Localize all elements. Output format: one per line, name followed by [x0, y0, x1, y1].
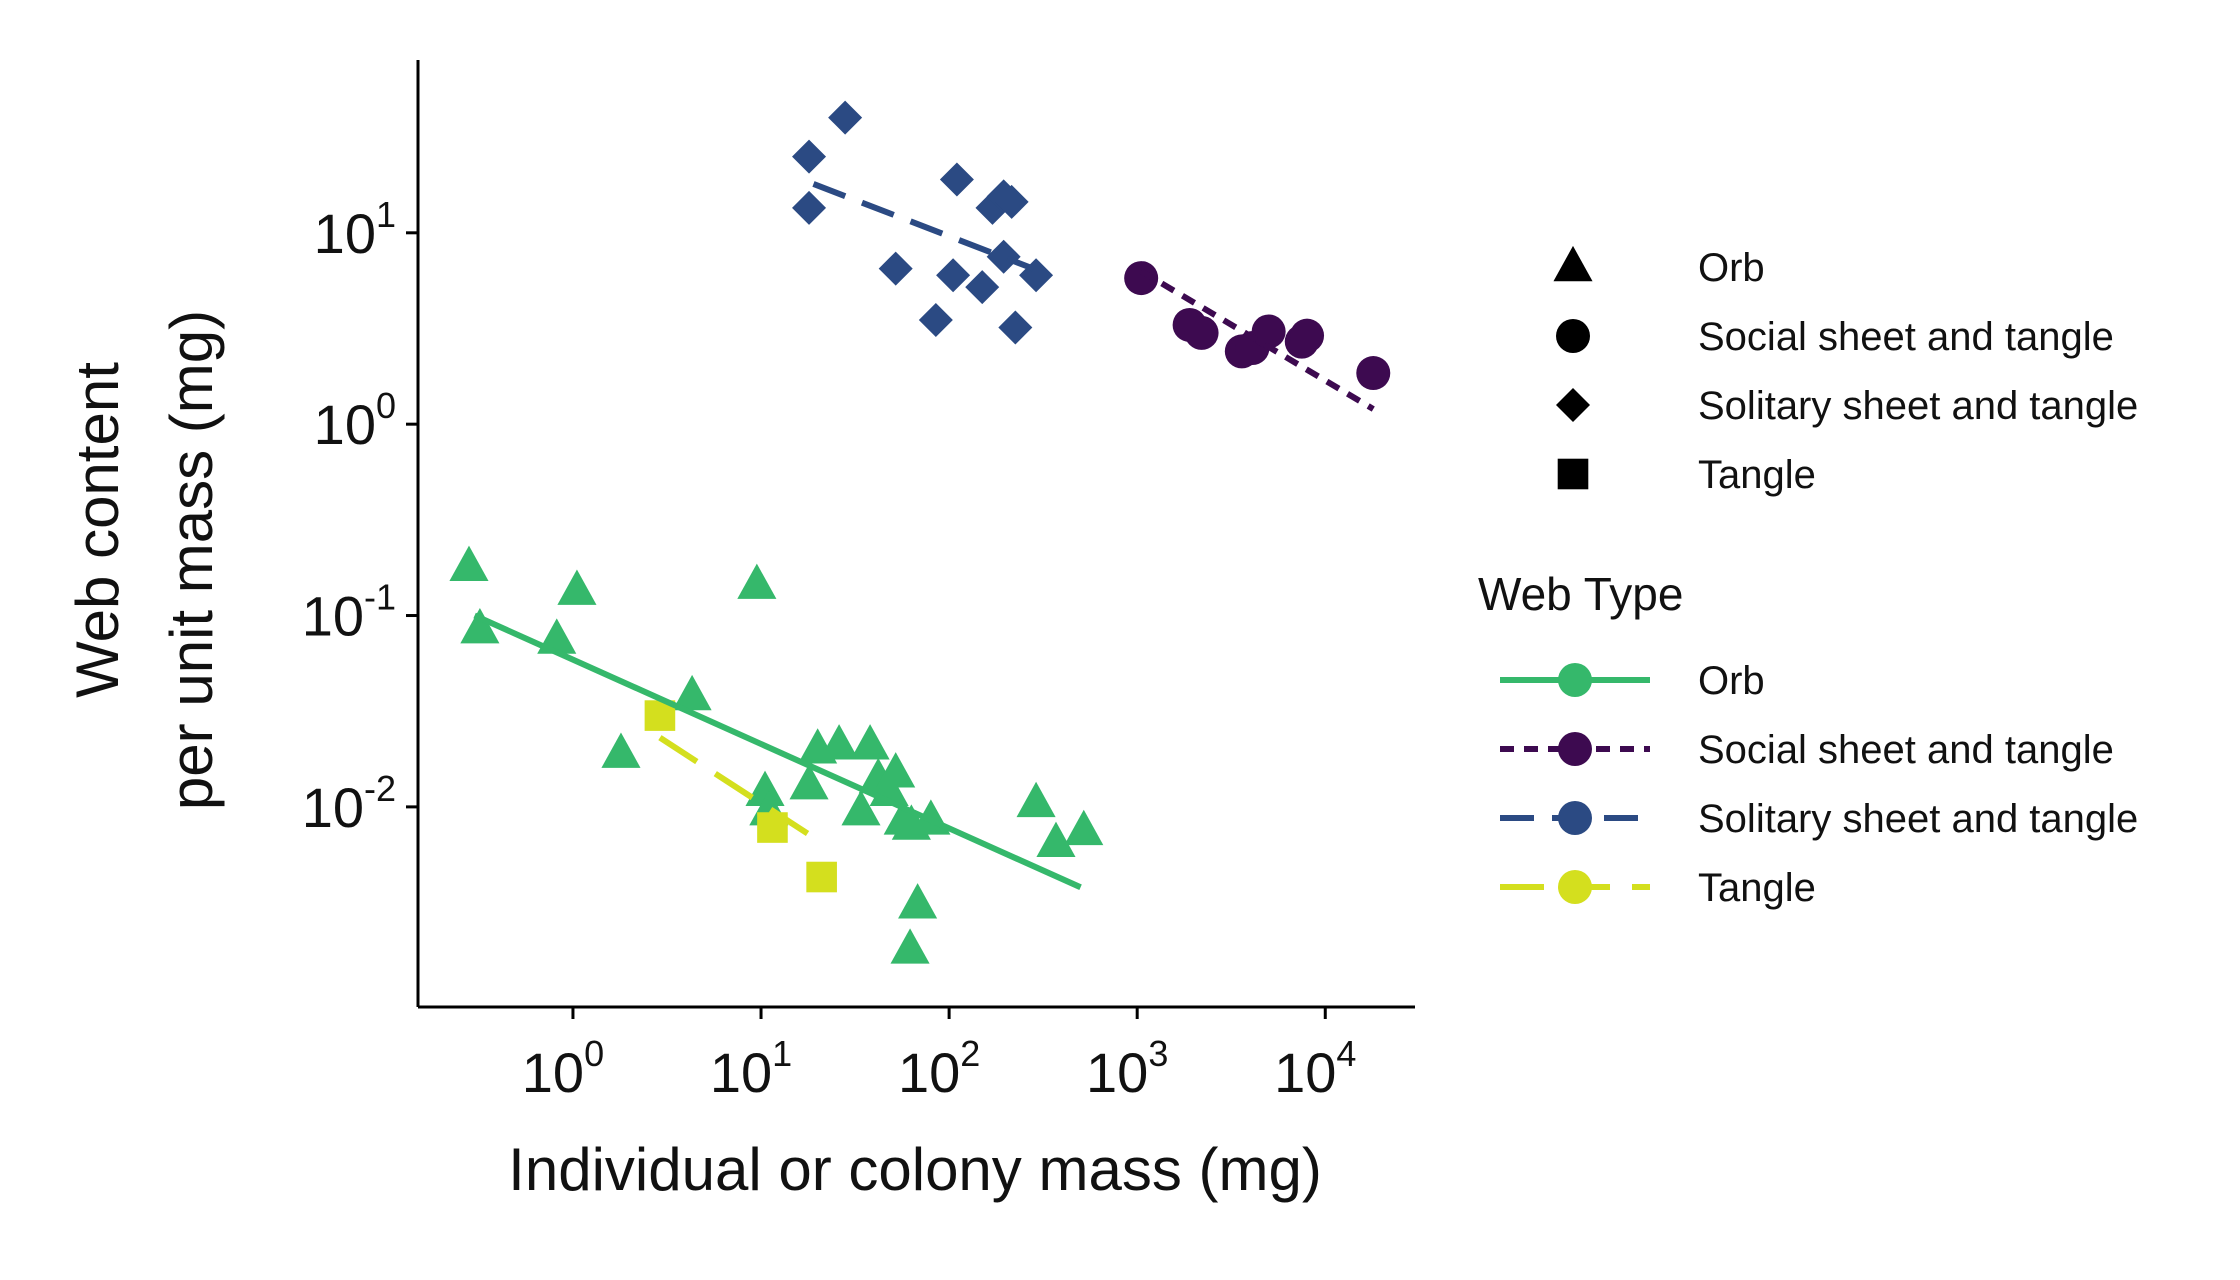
x-tick-label: 100 [522, 1033, 604, 1104]
y-tick-label: 10-1 [302, 577, 396, 648]
data-point-orb [672, 674, 712, 711]
x-axis-title: Individual or colony mass (mg) [508, 1136, 1322, 1203]
x-tick-label: 103 [1086, 1033, 1168, 1104]
data-point-orb [745, 770, 785, 807]
data-point-orb [898, 883, 938, 919]
data-point-solitary-sheet-and-tangle [965, 270, 1000, 305]
shape-legend-label: Solitary sheet and tangle [1698, 384, 2138, 428]
data-point-orb [1064, 809, 1104, 846]
shape-legend-key [1556, 319, 1590, 353]
data-point-orb [601, 732, 641, 768]
line-legend-key-dot [1558, 870, 1592, 904]
data-point-orb [819, 724, 859, 760]
data-point-solitary-sheet-and-tangle [828, 100, 863, 135]
data-point-social-sheet-and-tangle [1184, 315, 1219, 350]
line-legend-key-dot [1558, 732, 1592, 766]
line-legend-label: Orb [1698, 659, 1765, 703]
data-point-orb [1036, 821, 1076, 857]
y-axis-title-line-1: Web content [64, 362, 131, 698]
fit-line-orb [473, 612, 1082, 891]
data-point-orb [876, 752, 916, 788]
shape-legend-key [1553, 245, 1593, 282]
x-tick-label: 101 [710, 1033, 792, 1104]
data-point-solitary-sheet-and-tangle [792, 139, 827, 174]
y-axis-title: Web content per unit mass (mg) [64, 310, 225, 810]
shape-legend-key [1557, 458, 1589, 490]
data-point-social-sheet-and-tangle [1356, 356, 1391, 391]
data-point-solitary-sheet-and-tangle [792, 190, 827, 225]
data-point-orb [737, 563, 777, 599]
data-point-orb [789, 764, 829, 800]
y-tick-label: 100 [314, 385, 396, 456]
line-legend-key-dot [1558, 801, 1592, 835]
data-point-orb [449, 545, 489, 581]
data-point-social-sheet-and-tangle [1251, 314, 1286, 349]
data-point-orb [841, 790, 881, 826]
shape-legend-key [1556, 388, 1590, 422]
line-legend-label: Tangle [1698, 866, 1816, 910]
shape-legend-label: Orb [1698, 246, 1765, 290]
line-legend-label: Social sheet and tangle [1698, 728, 2114, 772]
data-point-orb [850, 724, 890, 760]
fit-line-solitary-sheet-and-tangle [812, 181, 1035, 272]
data-point-solitary-sheet-and-tangle [878, 251, 913, 286]
line-legend-label: Solitary sheet and tangle [1698, 797, 2138, 841]
line-legend: Web Type Orb Social sheet and tangle Solit… [1478, 568, 2138, 910]
data-point-solitary-sheet-and-tangle [939, 162, 974, 197]
line-legend-key-dot [1558, 663, 1592, 697]
fit-line-social-sheet-and-tangle [1139, 268, 1375, 412]
data-point-solitary-sheet-and-tangle [936, 258, 971, 293]
data-point-orb [1016, 781, 1056, 818]
shape-legend-label: Social sheet and tangle [1698, 315, 2114, 359]
data-point-social-sheet-and-tangle [1124, 261, 1159, 296]
data-points [449, 100, 1391, 964]
x-tick-label: 104 [1274, 1033, 1356, 1104]
y-tick-label: 10-2 [302, 768, 396, 839]
shape-legend: Orb Social sheet and tangle Solitary sheet… [1553, 245, 2138, 497]
x-tick-label: 102 [898, 1033, 980, 1104]
y-axis-title-line-2: per unit mass (mg) [158, 310, 225, 810]
axes: 100 101 102 103 104 10-2 10-1 100 101 [302, 60, 1415, 1104]
data-point-solitary-sheet-and-tangle [918, 303, 953, 338]
data-point-solitary-sheet-and-tangle [998, 310, 1033, 345]
data-point-orb [557, 569, 597, 605]
data-point-solitary-sheet-and-tangle [986, 239, 1021, 274]
data-point-solitary-sheet-and-tangle [994, 184, 1029, 219]
data-point-tangle [806, 861, 837, 893]
y-tick-label: 101 [314, 194, 396, 265]
data-point-social-sheet-and-tangle [1290, 318, 1325, 353]
shape-legend-label: Tangle [1698, 453, 1816, 497]
line-legend-title: Web Type [1478, 568, 1683, 620]
data-point-orb [460, 607, 500, 644]
data-point-orb [890, 928, 930, 964]
fit-line-tangle [658, 735, 824, 846]
